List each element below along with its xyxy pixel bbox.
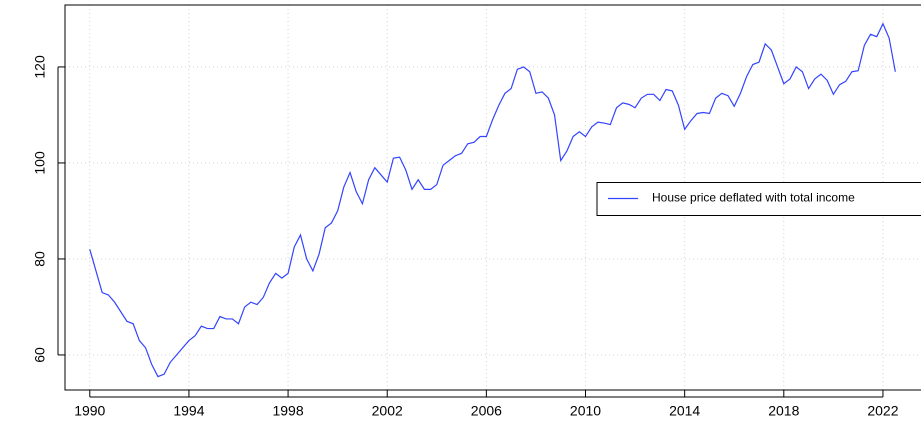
x-tick-label: 1990	[74, 403, 105, 419]
legend-label: House price deflated with total income	[652, 191, 855, 205]
plot-frame	[64, 4, 921, 391]
x-tick-label: 1994	[173, 403, 204, 419]
y-tick-label: 80	[32, 251, 48, 267]
legend: House price deflated with total income	[596, 182, 921, 216]
y-tick-label: 60	[32, 347, 48, 363]
series-line	[89, 22, 896, 378]
x-tick-label: 2022	[867, 403, 898, 419]
y-tick-label: 120	[32, 55, 48, 79]
x-tick-label: 2010	[570, 403, 601, 419]
x-tick-label: 1998	[272, 403, 303, 419]
legend-box	[596, 182, 921, 216]
x-tick-label: 2018	[768, 403, 799, 419]
x-tick-label: 2014	[669, 403, 700, 419]
y-tick-label: 100	[32, 151, 48, 175]
x-tick-label: 2006	[471, 403, 502, 419]
x-tick-label: 2002	[372, 403, 403, 419]
